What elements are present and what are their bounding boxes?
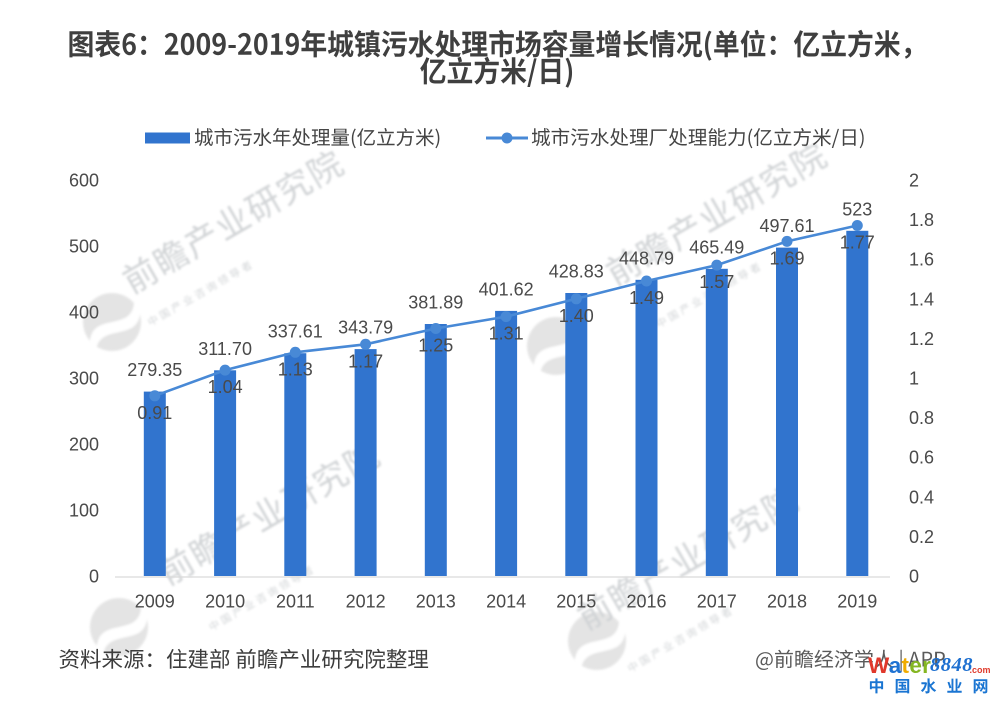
svg-text:600: 600 bbox=[69, 171, 99, 191]
svg-text:343.79: 343.79 bbox=[338, 318, 393, 338]
svg-text:1.04: 1.04 bbox=[208, 377, 243, 397]
svg-text:2009: 2009 bbox=[135, 592, 175, 612]
svg-text:1.2: 1.2 bbox=[909, 329, 934, 349]
svg-text:0.8: 0.8 bbox=[909, 408, 934, 428]
svg-text:300: 300 bbox=[69, 369, 99, 389]
svg-text:0: 0 bbox=[909, 567, 919, 587]
svg-text:448.79: 448.79 bbox=[619, 248, 674, 268]
svg-text:1.77: 1.77 bbox=[840, 233, 875, 253]
svg-text:401.62: 401.62 bbox=[479, 279, 534, 299]
svg-text:8848: 8848 bbox=[930, 654, 973, 676]
svg-text:2019: 2019 bbox=[837, 592, 877, 612]
svg-text:1.17: 1.17 bbox=[348, 351, 383, 371]
svg-text:200: 200 bbox=[69, 435, 99, 455]
svg-text:1.40: 1.40 bbox=[559, 306, 594, 326]
svg-text:2011: 2011 bbox=[276, 592, 315, 612]
svg-text:1.6: 1.6 bbox=[909, 250, 934, 270]
svg-text:1: 1 bbox=[909, 369, 919, 389]
svg-text:465.49: 465.49 bbox=[689, 237, 744, 257]
svg-text:Water: Water bbox=[868, 653, 931, 678]
svg-text:0.6: 0.6 bbox=[909, 448, 934, 468]
svg-text:1.49: 1.49 bbox=[629, 288, 664, 308]
svg-text:279.35: 279.35 bbox=[127, 360, 182, 380]
svg-text:1.8: 1.8 bbox=[909, 210, 934, 230]
svg-text:381.89: 381.89 bbox=[408, 293, 463, 313]
svg-text:2017: 2017 bbox=[697, 592, 737, 612]
svg-text:0.2: 0.2 bbox=[909, 527, 934, 547]
svg-text:1.13: 1.13 bbox=[278, 359, 313, 379]
svg-text:2015: 2015 bbox=[556, 592, 596, 612]
svg-text:100: 100 bbox=[69, 501, 99, 521]
svg-text:1.57: 1.57 bbox=[699, 272, 734, 292]
svg-text:337.61: 337.61 bbox=[268, 322, 323, 342]
svg-text:2014: 2014 bbox=[486, 592, 526, 612]
svg-text:0: 0 bbox=[89, 567, 99, 587]
svg-text:500: 500 bbox=[69, 237, 99, 257]
svg-text:1.69: 1.69 bbox=[769, 248, 804, 268]
svg-text:1.31: 1.31 bbox=[489, 324, 524, 344]
svg-text:2012: 2012 bbox=[346, 592, 386, 612]
svg-text:2: 2 bbox=[909, 171, 919, 191]
svg-text:311.70: 311.70 bbox=[198, 339, 252, 359]
svg-text:0.4: 0.4 bbox=[909, 487, 934, 507]
svg-text:0.91: 0.91 bbox=[137, 403, 172, 423]
svg-text:400: 400 bbox=[69, 303, 99, 323]
svg-text:.com: .com bbox=[970, 665, 991, 675]
svg-text:2018: 2018 bbox=[767, 592, 807, 612]
svg-text:1.4: 1.4 bbox=[909, 289, 934, 309]
svg-text:2013: 2013 bbox=[416, 592, 456, 612]
svg-text:497.61: 497.61 bbox=[759, 216, 814, 236]
svg-text:2010: 2010 bbox=[205, 592, 245, 612]
svg-text:1.25: 1.25 bbox=[418, 336, 453, 356]
svg-text:428.83: 428.83 bbox=[549, 262, 604, 282]
svg-text:2016: 2016 bbox=[626, 592, 666, 612]
svg-text:523: 523 bbox=[842, 199, 872, 219]
